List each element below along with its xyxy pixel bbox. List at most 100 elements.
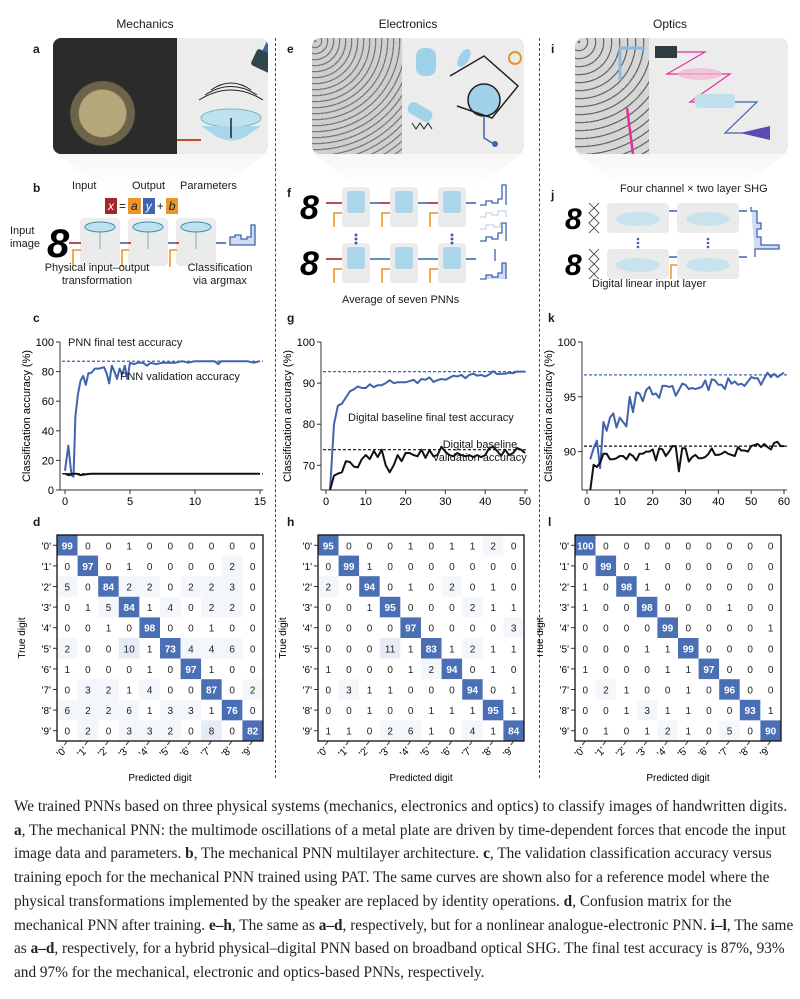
- cm-value: 76: [227, 706, 239, 717]
- cm-value: 1: [686, 706, 692, 717]
- caption-text: , The validation classification accuracy…: [14, 845, 772, 910]
- panel-label-a: a: [33, 42, 40, 56]
- cm-frame: [317, 534, 525, 742]
- cm-value: 0: [603, 583, 609, 594]
- cm-value: 2: [250, 686, 256, 697]
- cm-cell: [657, 535, 678, 556]
- average-label: Average of seven PNNs: [342, 294, 460, 306]
- figure-caption: We trained PNNs based on three physical …: [14, 795, 794, 985]
- cm-cell: [698, 617, 720, 638]
- cm-value: 2: [85, 727, 91, 738]
- cm-cell: [616, 617, 637, 638]
- cm-cell: [338, 638, 360, 659]
- cm-value: 4: [209, 644, 215, 655]
- cm-cell: [482, 720, 504, 741]
- cm-value: 0: [511, 562, 517, 573]
- col-tick: [187, 740, 192, 746]
- cm-cell: [657, 617, 678, 638]
- cm-cell: [57, 535, 78, 556]
- cm-value: 0: [346, 665, 352, 676]
- cm-cell: [636, 596, 658, 618]
- cm-cell: [719, 658, 740, 680]
- caption-text: We trained PNNs based on three physical …: [14, 798, 788, 815]
- cm-value: 0: [583, 624, 589, 635]
- cm-cell: [503, 720, 524, 741]
- cm-cell: [318, 596, 339, 618]
- cm-value: 0: [644, 686, 650, 697]
- cm-value: 2: [470, 644, 476, 655]
- cm-cell: [57, 638, 78, 659]
- cm-cell: [379, 720, 401, 741]
- col-tick: [63, 740, 68, 746]
- cm-value: 0: [511, 665, 517, 676]
- cm-value: 6: [408, 727, 414, 738]
- cm-value: 0: [449, 624, 455, 635]
- cm-value: 0: [706, 583, 712, 594]
- cm-value: 0: [147, 541, 153, 552]
- cm-value: 0: [188, 562, 194, 573]
- cm-value: 0: [326, 686, 332, 697]
- cm-value: 0: [126, 624, 132, 635]
- cm-value: 4: [168, 603, 174, 614]
- cm-value: 1: [367, 706, 373, 717]
- cm-cell: [421, 596, 442, 618]
- x-tick-label: 15: [254, 496, 266, 508]
- cm-value: 0: [624, 727, 630, 738]
- cm-value: 0: [624, 603, 630, 614]
- cm-cell: [242, 596, 263, 618]
- cm-value: 0: [106, 665, 112, 676]
- cm-value: 0: [408, 562, 414, 573]
- cm-value: 95: [385, 603, 397, 614]
- caption-panel-ref: i–l: [710, 916, 727, 934]
- cm-value: 11: [385, 644, 396, 655]
- cm-cell: [760, 576, 781, 597]
- cm-cell: [77, 658, 99, 680]
- chart-c: 0 20 40 60 80 100 0 5 10 15 Epoch Classification ac…: [21, 337, 266, 510]
- cm-value: 1: [408, 541, 414, 552]
- electronics-figure: [312, 38, 524, 154]
- cm-cell: [57, 699, 78, 721]
- cm-cell: [359, 679, 380, 700]
- cm-value: 1: [209, 624, 215, 635]
- cm-value: 3: [168, 706, 174, 717]
- cm-value: 0: [603, 665, 609, 676]
- col-label: '6': [179, 745, 193, 759]
- cm-value: 0: [168, 624, 174, 635]
- cm-value: 0: [686, 603, 692, 614]
- cm-value: 0: [706, 686, 712, 697]
- col-tick: [105, 740, 109, 746]
- cm-cell: [400, 617, 421, 638]
- confusion-matrix-d: 99 0 0 1 0 0 0 0 0 0'0'0 97 0 1 0 0 0 0 2 0'1'5 0 84 2 2 0 2 2 3 0'…: [17, 534, 264, 784]
- cm-value: 1: [449, 706, 455, 717]
- row-label: '6': [560, 665, 569, 676]
- cm-cell: [739, 555, 761, 577]
- cm-value: 1: [209, 665, 215, 676]
- cm-value: 1: [408, 665, 414, 676]
- col-label: '1': [76, 745, 90, 759]
- row-label: '3': [42, 603, 51, 614]
- cm-cell: [318, 658, 339, 680]
- series-pnn-validation-accuracy: [329, 370, 525, 491]
- caption-text: , respectively, for a hybrid physical–di…: [14, 940, 785, 981]
- cm-value: 0: [747, 686, 753, 697]
- cm-cell: [441, 638, 463, 659]
- cm-value: 0: [449, 603, 455, 614]
- cm-cell: [616, 658, 637, 680]
- cm-cell: [98, 555, 119, 577]
- cm-cell: [482, 658, 504, 680]
- cm-value: 0: [490, 624, 496, 635]
- cm-cell: [400, 679, 421, 700]
- col-label: '1': [337, 745, 351, 759]
- cm-cell: [118, 638, 140, 659]
- col-tick: [324, 740, 329, 746]
- cm-value: 2: [85, 706, 91, 717]
- panel-label-f: f: [287, 186, 291, 200]
- cm-value: 1: [346, 727, 352, 738]
- cm-cell: [57, 679, 78, 700]
- x-tick-label: 50: [745, 496, 757, 508]
- cm-cell: [462, 679, 483, 700]
- cm-value: 4: [470, 727, 476, 738]
- column-title-electronics: Electronics: [378, 17, 438, 31]
- col-tick: [249, 740, 254, 746]
- cm-value: 96: [724, 686, 736, 697]
